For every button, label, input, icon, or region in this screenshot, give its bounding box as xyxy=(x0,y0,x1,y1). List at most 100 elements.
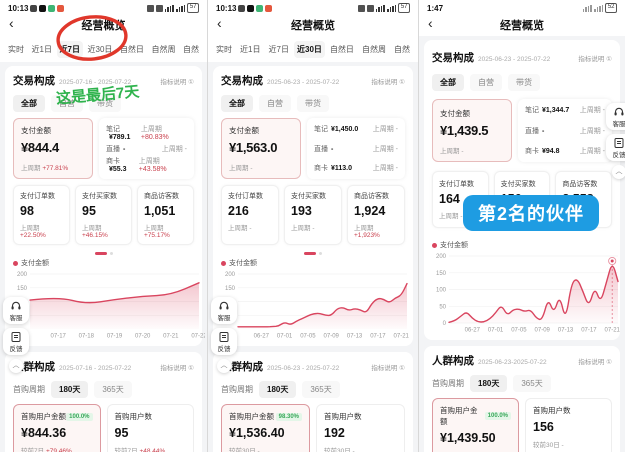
metric-info-link[interactable]: 指标说明 ① xyxy=(578,359,612,366)
filter-pill-affiliate[interactable]: 带货 xyxy=(508,74,540,91)
cycle-pill-180[interactable]: 180天 xyxy=(51,381,89,398)
metric-info-link[interactable]: 指标说明 ① xyxy=(160,79,194,86)
app-notification-icon xyxy=(48,4,56,12)
tab-30days[interactable]: 近30日 xyxy=(87,44,113,54)
tab-natural-week[interactable]: 自然周 xyxy=(361,44,386,54)
info-icon: ① xyxy=(606,56,612,63)
filter-pill-all[interactable]: 全部 xyxy=(432,74,464,91)
customer-service-button[interactable]: 客服 xyxy=(606,103,625,130)
buyer-count-box[interactable]: 支付买家数 95 上周期 +46.15% xyxy=(75,185,132,245)
filter-pill-all[interactable]: 全部 xyxy=(13,95,45,112)
signal-icon xyxy=(593,4,604,12)
battery-icon: 57 xyxy=(398,3,410,13)
payment-trend-chart[interactable]: 2001501005007-1707-1807-1907-2007-2107-2… xyxy=(13,269,205,340)
svg-text:07-13: 07-13 xyxy=(347,334,363,340)
channel-breakdown-box[interactable]: 笔记¥789.1 上周期 +80.83% 直播 - 上周期 - 商卡¥55.3 上周期 … xyxy=(99,118,194,179)
legend-dot-icon xyxy=(221,260,226,266)
filter-pill-affiliate[interactable]: 带货 xyxy=(89,95,121,112)
svg-text:07-01: 07-01 xyxy=(277,334,293,340)
filter-pill-affiliate[interactable]: 带货 xyxy=(297,95,329,112)
feedback-button[interactable]: 反馈 xyxy=(211,328,237,355)
customer-service-button[interactable]: 客服 xyxy=(211,297,237,324)
visitor-count-box[interactable]: 商品访客数 1,051 上周期 +75.17% xyxy=(137,185,194,245)
svg-text:07-05: 07-05 xyxy=(300,334,316,340)
card-title: 人群构成 xyxy=(13,361,55,373)
cycle-pill-365[interactable]: 365天 xyxy=(513,375,551,392)
first-purchase-user-box[interactable]: 首购用户数 95 较前7日 +48.44% xyxy=(106,404,194,452)
collapse-icon[interactable]: ︿ xyxy=(612,165,625,179)
card-title: 人群构成 xyxy=(432,355,474,367)
tab-30days[interactable]: 近30日 xyxy=(294,40,325,58)
tab-7days[interactable]: 近7日 xyxy=(268,44,289,54)
metric-info-link[interactable]: 指标说明 ① xyxy=(160,365,194,372)
payment-trend-chart[interactable]: 200 150 100 50 0 06-27 07-01 07-05 07-09 07-13 07-… xyxy=(432,251,621,333)
filter-pill-self[interactable]: 自营 xyxy=(259,95,291,112)
payment-amount-box[interactable]: 支付金额 ¥844.4 上周期 +77.81% xyxy=(13,118,93,179)
share-badge: 100.0% xyxy=(484,412,511,420)
tab-realtime[interactable]: 实时 xyxy=(216,44,232,54)
first-purchase-amount-box[interactable]: 首购用户金额 100.0% ¥844.36 较前7日 +79.46% xyxy=(13,404,101,452)
breakdown-row-live: 直播 - 上周期 - xyxy=(314,145,398,153)
payment-amount-box[interactable]: 支付金额 ¥1,439.5 上周期 - xyxy=(432,99,512,162)
visitor-count-box[interactable]: 商品访客数 1,924 上周期 +1,923% xyxy=(347,185,405,245)
status-bar: 10:13 57 xyxy=(208,0,418,14)
first-purchase-amount-box[interactable]: 首购用户金额 98.30% ¥1,536.40 较前30日 - xyxy=(221,404,310,452)
feedback-button[interactable]: 反馈 xyxy=(3,328,29,355)
buyer-count-box[interactable]: 支付买家数 193 上周期 - xyxy=(284,185,342,245)
filter-pill-self[interactable]: 自营 xyxy=(51,95,83,112)
page-body: 交易构成 2025-06-23 - 2025-07-22 指标说明 ① 全部 自… xyxy=(419,36,625,452)
metric-info-link[interactable]: 指标说明 ① xyxy=(578,56,612,63)
tab-natural-day[interactable]: 自然日 xyxy=(329,44,354,54)
back-icon[interactable]: ‹ xyxy=(9,15,14,31)
cycle-pill-365[interactable]: 365天 xyxy=(94,381,132,398)
tab-natural-week[interactable]: 自然周 xyxy=(151,44,176,54)
breakdown-row-card: 商卡¥55.3 上周期 +43.58% xyxy=(106,158,167,173)
metric-info-link[interactable]: 指标说明 ① xyxy=(371,79,405,86)
tab-7days[interactable]: 近7日 xyxy=(56,40,83,58)
customer-service-button[interactable]: 客服 xyxy=(3,297,29,324)
tab-natural-day[interactable]: 自然日 xyxy=(119,44,144,54)
battery-icon: 52 xyxy=(605,3,617,13)
back-icon[interactable]: ‹ xyxy=(217,15,222,31)
payment-amount-box[interactable]: 支付金额 ¥1,563.0 上周期 - xyxy=(221,118,301,179)
channel-breakdown-box[interactable]: 笔记 ¥1,344.7 上周期 - 直播 - 上周期 - 商卡 ¥94.8 上周期 - xyxy=(518,99,612,162)
filter-pill-all[interactable]: 全部 xyxy=(221,95,253,112)
cycle-pill-180[interactable]: 180天 xyxy=(259,381,297,398)
signal-icon xyxy=(375,4,385,12)
first-purchase-user-box[interactable]: 首购用户数 192 较前30日 - xyxy=(316,404,405,452)
tab-natural-month[interactable]: 自然 xyxy=(394,44,410,54)
status-glyph-icon xyxy=(155,4,163,12)
collapse-icon[interactable]: ︿ xyxy=(9,359,23,373)
channel-breakdown-box[interactable]: 笔记 ¥1,450.0 上周期 - 直播 - 上周期 - 商卡 ¥113.0 上周期 - xyxy=(307,118,405,179)
first-purchase-user-box[interactable]: 首购用户数 156 较前30日 - xyxy=(525,398,612,452)
headset-icon xyxy=(11,301,21,310)
tab-realtime[interactable]: 实时 xyxy=(8,44,24,54)
collapse-icon[interactable]: ︿ xyxy=(217,359,231,373)
clock-text: 10:13 xyxy=(8,3,29,13)
filter-pill-self[interactable]: 自营 xyxy=(470,74,502,91)
tab-1day[interactable]: 近1日 xyxy=(31,44,52,54)
info-icon: ① xyxy=(188,79,194,86)
tab-natural-month[interactable]: 自然 xyxy=(183,44,199,54)
headset-icon xyxy=(219,301,229,310)
back-icon[interactable]: ‹ xyxy=(428,15,433,31)
breakdown-row-note: 笔记 ¥1,450.0 上周期 - xyxy=(314,126,398,133)
cycle-pill-365[interactable]: 365天 xyxy=(302,381,340,398)
cycle-pill-180[interactable]: 180天 xyxy=(470,375,508,392)
carousel-pager[interactable] xyxy=(13,252,194,255)
breakdown-row-live: 直播 - 上周期 - xyxy=(106,145,187,153)
payment-trend-chart[interactable]: 2001501005006-2707-0107-0507-0907-1307-1… xyxy=(221,269,410,340)
metric-info-link[interactable]: 指标说明 ① xyxy=(371,365,405,372)
carousel-pager[interactable] xyxy=(221,252,405,255)
svg-text:06-27: 06-27 xyxy=(254,334,270,340)
cycle-label: 首购周期 xyxy=(432,379,464,388)
date-range: 2025-06-23 - 2025-07-22 xyxy=(478,56,551,63)
tab-1day[interactable]: 近1日 xyxy=(240,44,261,54)
svg-text:07-18: 07-18 xyxy=(79,334,95,340)
order-count-box[interactable]: 支付订单数 98 上周期 +22.50% xyxy=(13,185,70,245)
feedback-button[interactable]: 反馈 xyxy=(606,134,625,161)
page-body: 交易构成 2025-06-23 - 2025-07-22 指标说明 ① 全部 自… xyxy=(208,62,418,452)
order-count-box[interactable]: 支付订单数 216 上周期 - xyxy=(221,185,279,245)
svg-text:07-17: 07-17 xyxy=(370,334,386,340)
